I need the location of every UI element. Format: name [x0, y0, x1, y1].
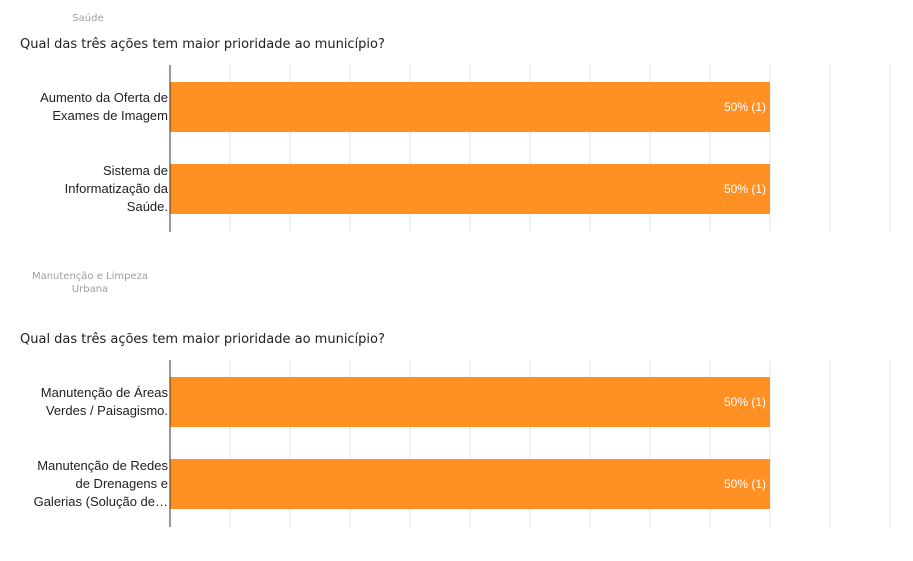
bar-data-label: 50% (1) [724, 477, 766, 491]
category-label: Manutenção de Áreas [41, 385, 169, 400]
section-label-line: Manutenção e Limpeza [31, 271, 149, 282]
category-label: Exames de Imagem [52, 108, 168, 123]
category-label: Sistema de [103, 163, 168, 178]
category-label: Saúde. [127, 199, 168, 214]
question-title: Qual das três ações tem maior prioridade… [20, 332, 385, 347]
bar-data-label: 50% (1) [724, 182, 766, 196]
bar [170, 377, 770, 427]
question-title: Qual das três ações tem maior prioridade… [20, 37, 385, 52]
bar [170, 82, 770, 132]
bar-chart-saude: 50% (1) Aumento da Oferta de Exames de Ima… [40, 65, 891, 232]
category-label: Informatização da [65, 181, 169, 196]
category-label: Aumento da Oferta de [40, 90, 168, 105]
bar [170, 164, 770, 214]
bar-chart-manutencao: 50% (1) Manutenção de Áreas Verdes / Paisa… [34, 360, 891, 527]
bar-data-label: 50% (1) [724, 100, 766, 114]
section-label-manutencao: Manutenção e Limpeza Urbana [20, 270, 160, 296]
category-label: Verdes / Paisagismo. [46, 403, 168, 418]
bar-data-label: 50% (1) [724, 395, 766, 409]
category-label: Galerias (Solução de… [34, 494, 168, 509]
section-label-line: Urbana [71, 284, 109, 295]
category-label: de Drenagens e [75, 476, 168, 491]
category-label: Manutenção de Redes [37, 458, 168, 473]
bar [170, 459, 770, 509]
section-label-saude: Saúde [72, 13, 104, 24]
